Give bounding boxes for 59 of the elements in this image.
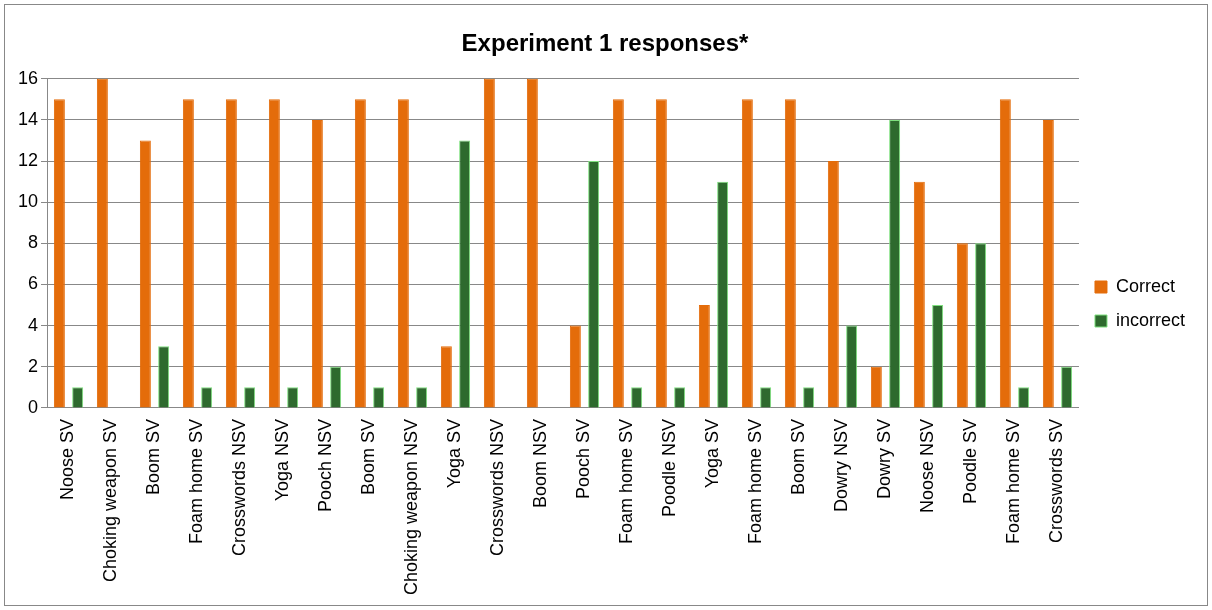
bar	[741, 99, 753, 408]
bar	[440, 346, 452, 408]
x-tick-label: Boom SV	[143, 418, 164, 495]
bar	[139, 140, 151, 408]
x-tick-label: Foam home SV	[186, 418, 207, 544]
y-tick-label: 8	[28, 232, 39, 253]
bar	[913, 181, 925, 408]
bar	[999, 99, 1011, 408]
bar	[311, 119, 323, 408]
x-tick-label: Noose NSV	[917, 418, 938, 513]
bar	[870, 366, 882, 408]
y-tick-label: 2	[28, 355, 39, 376]
x-tick-label: Crosswords SV	[1046, 418, 1067, 543]
x-tick-label: Crosswords NSV	[229, 418, 250, 556]
y-tick-label: 14	[17, 108, 39, 129]
y-tick-label: 4	[28, 314, 39, 335]
bar	[956, 243, 968, 408]
x-tick-label: Pooch SV	[573, 418, 594, 499]
x-tick-label: Pooch NSV	[315, 418, 336, 512]
y-tick-label: 6	[28, 273, 39, 294]
bar	[182, 99, 194, 408]
bar	[612, 99, 624, 408]
x-tick-label: Choking weapon NSV	[401, 418, 422, 595]
legend-label: incorrect	[1115, 309, 1186, 330]
bar	[96, 78, 108, 408]
x-tick-label: Foam home SV	[1003, 418, 1024, 544]
bar	[225, 99, 237, 408]
x-tick-label: Dowry NSV	[831, 418, 852, 512]
x-tick-label: Crosswords NSV	[487, 418, 508, 556]
y-tick-label: 10	[17, 191, 39, 212]
bar	[354, 99, 366, 408]
y-tick-label: 12	[17, 150, 39, 171]
bar	[655, 99, 667, 408]
x-tick-label: Noose SV	[57, 418, 78, 500]
x-tick-label: Boom NSV	[530, 418, 551, 508]
chart-title: Experiment 1 responses*	[461, 29, 750, 57]
x-tick-label: Yoga NSV	[272, 418, 293, 502]
x-tick-label: Boom SV	[788, 418, 809, 495]
bar	[569, 325, 581, 408]
x-tick-label: Choking weapon SV	[100, 418, 121, 582]
x-tick-label: Yoga SV	[444, 418, 465, 489]
bar	[1042, 119, 1054, 408]
bar	[483, 78, 495, 408]
bar	[784, 99, 796, 408]
x-tick-label: Foam home SV	[616, 418, 637, 544]
x-tick-label: Poodle NSV	[659, 418, 680, 517]
bar	[827, 161, 839, 408]
x-tick-label: Dowry SV	[874, 418, 895, 499]
bar	[268, 99, 280, 408]
y-tick-label: 16	[17, 67, 39, 88]
x-tick-label: Boom SV	[358, 418, 379, 495]
x-tick-label: Yoga SV	[702, 418, 723, 489]
y-tick-label: 0	[28, 396, 39, 417]
bar	[698, 305, 710, 408]
bar	[397, 99, 409, 408]
x-tick-label: Foam home SV	[745, 418, 766, 544]
bar	[526, 78, 538, 408]
legend-label: Correct	[1115, 275, 1175, 296]
x-tick-label: Poodle SV	[960, 418, 981, 504]
